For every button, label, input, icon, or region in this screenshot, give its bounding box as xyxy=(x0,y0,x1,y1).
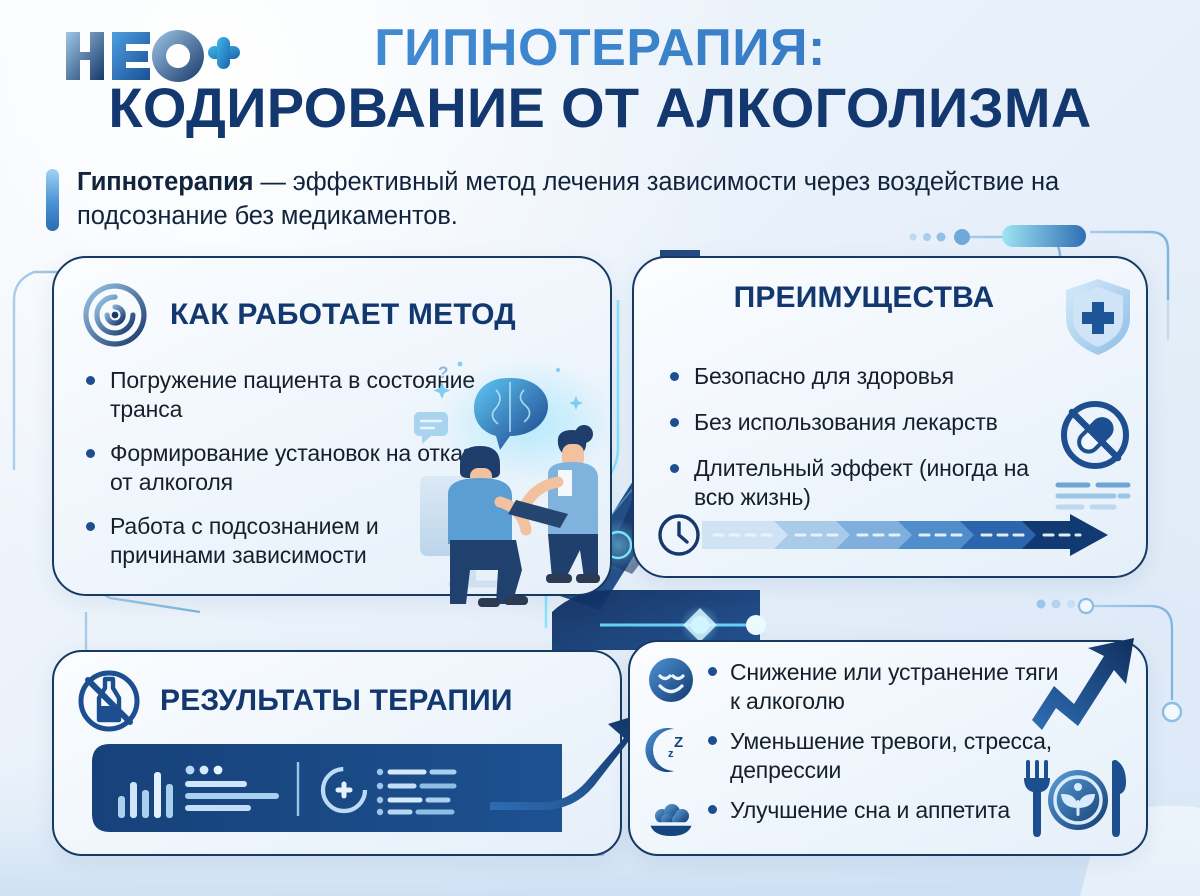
outcome-text: Снижение или устранение тяги к алкоголю xyxy=(708,656,1074,715)
list-item: Длительный эффект (иногда на всю жизнь) xyxy=(668,454,1068,512)
duration-timeline-icon xyxy=(658,514,1108,556)
outcome-text: Уменьшение тревоги, стресса, депрессии xyxy=(708,725,1074,784)
lede-rest: — эффективный метод лечения зависимости … xyxy=(77,168,1060,230)
svg-text:?: ? xyxy=(438,363,448,382)
svg-text:Z: Z xyxy=(674,734,683,751)
calm-face-icon xyxy=(649,658,693,702)
list-item: Погружение пациента в состояние транса xyxy=(84,366,484,424)
benefits-heading: ПРЕИМУЩЕСТВА xyxy=(733,281,995,314)
brand-logo xyxy=(62,26,242,88)
lede-text: Гипнотерапия — эффективный метод лечения… xyxy=(77,166,1106,233)
card-benefits: ПРЕИМУЩЕСТВА Безопасно для xyxy=(632,256,1148,578)
hypnosis-spiral-icon xyxy=(83,283,147,347)
list-item: Работа с подсознанием и причинами зависи… xyxy=(84,512,484,570)
list-item: Снижение или устранение тяги к алкоголю xyxy=(644,656,1074,715)
benefits-bullet-list: Безопасно для здоровья Без использования… xyxy=(668,362,1068,529)
clock-icon xyxy=(658,514,700,556)
outcome-text: Улучшение сна и аппетита xyxy=(708,794,1010,825)
results-header: РЕЗУЛЬТАТЫ ТЕРАПИИ xyxy=(76,668,513,734)
list-item: Без использования лекарств xyxy=(668,408,1068,437)
card-outcomes: Снижение или устранение тяги к алкоголю … xyxy=(628,638,1148,856)
no-alcohol-bottle-icon xyxy=(78,670,140,732)
no-pills-icon xyxy=(1061,401,1129,469)
benefits-header: ПРЕИМУЩЕСТВА xyxy=(634,282,1146,314)
moon-sleep-icon: Z z xyxy=(645,728,683,773)
results-heading: РЕЗУЛЬТАТЫ ТЕРАПИИ xyxy=(160,684,513,718)
method-heading: КАК РАБОТАЕТ МЕТОД xyxy=(170,298,516,332)
page-title: ГИПНОТЕРАПИЯ: КОДИРОВАНИЕ ОТ АЛКОГОЛИЗМА xyxy=(0,21,1200,140)
lede-bold: Гипнотерапия xyxy=(77,168,254,196)
card-method: КАК РАБОТАЕТ МЕТОД Погружение пациента в… xyxy=(52,256,612,596)
title-line-1: ГИПНОТЕРАПИЯ: xyxy=(0,21,1200,75)
title-line-2: КОДИРОВАНИЕ ОТ АЛКОГОЛИЗМА xyxy=(108,76,1092,140)
lede-block: Гипнотерапия — эффективный метод лечения… xyxy=(46,166,1106,233)
accent-bar xyxy=(46,169,59,231)
list-item: Безопасно для здоровья xyxy=(668,362,1068,391)
svg-text:z: z xyxy=(668,748,674,760)
list-item: Формирование установок на отказ от алког… xyxy=(84,439,484,497)
analytics-dashboard-panel xyxy=(92,744,562,832)
food-bowl-icon xyxy=(646,804,696,837)
list-item: Улучшение сна и аппетита xyxy=(644,794,1074,842)
therapist-patient-brain-illustration: ? xyxy=(414,360,620,607)
method-bullet-list: Погружение пациента в состояние транса Ф… xyxy=(84,366,484,585)
outcomes-list: Снижение или устранение тяги к алкоголю … xyxy=(644,656,1074,852)
method-header: КАК РАБОТАЕТ МЕТОД xyxy=(80,280,516,350)
list-item: Z z Уменьшение тревоги, стресса, депресс… xyxy=(644,725,1074,784)
card-results: РЕЗУЛЬТАТЫ ТЕРАПИИ xyxy=(52,650,654,856)
